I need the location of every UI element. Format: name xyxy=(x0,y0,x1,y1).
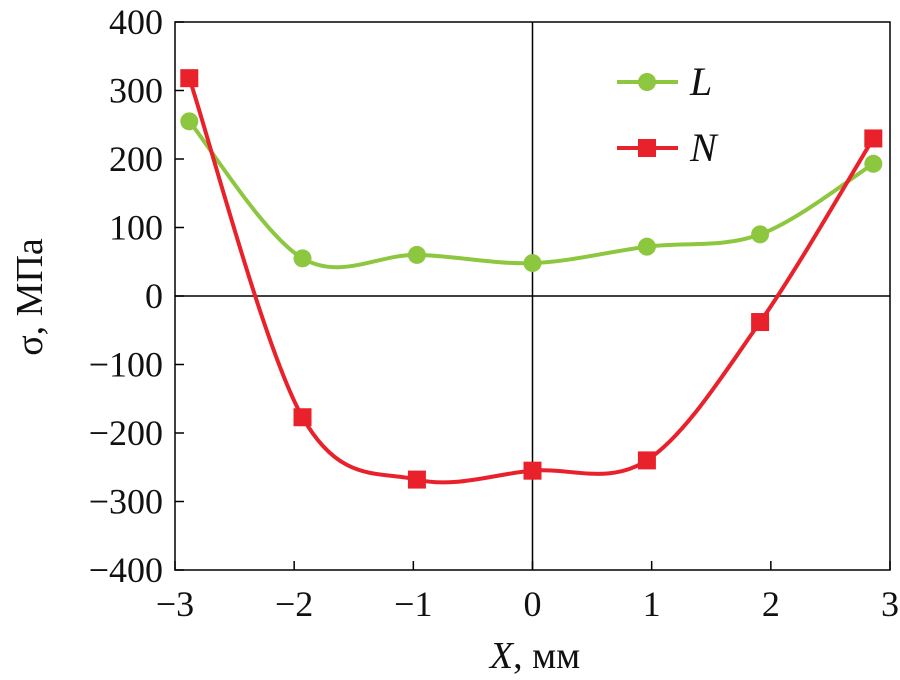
x-tick-label: 1 xyxy=(643,584,661,624)
series-l-point xyxy=(751,225,770,244)
x-tick-label: 2 xyxy=(762,584,780,624)
y-tick-label: 0 xyxy=(145,276,163,316)
y-axis-label: σ, МПа xyxy=(9,238,51,356)
series-l-point xyxy=(864,154,883,173)
series-n-point xyxy=(637,451,656,470)
legend-l-marker xyxy=(638,73,656,91)
series-n-point xyxy=(523,461,542,480)
series-markers xyxy=(180,69,883,489)
series-lines xyxy=(187,76,876,485)
y-tick-label: 300 xyxy=(109,71,163,111)
x-tick-label: −1 xyxy=(394,584,432,624)
series-l-point xyxy=(293,249,312,268)
series-l-point xyxy=(407,245,426,264)
series-l-point xyxy=(637,237,656,256)
series-n-point xyxy=(864,129,883,148)
x-axis-unit: , мм xyxy=(513,635,580,677)
y-tick-label: −300 xyxy=(89,482,163,522)
series-l-point xyxy=(180,112,199,131)
x-tick-label: 0 xyxy=(524,584,542,624)
x-tick-label: −2 xyxy=(275,584,313,624)
x-axis-variable: X xyxy=(488,635,515,677)
y-tick-label: −100 xyxy=(89,345,163,385)
series-l-point xyxy=(523,254,542,273)
legend-n-marker xyxy=(638,139,656,157)
legend-n-label: N xyxy=(689,125,719,170)
series-n-point xyxy=(751,313,770,332)
series-n-point xyxy=(407,470,426,489)
series-l-line xyxy=(187,119,876,270)
legend-l-label: L xyxy=(689,59,712,104)
series-n-point xyxy=(293,408,312,427)
x-tick-label: 3 xyxy=(881,584,899,624)
x-tick-label: −3 xyxy=(156,584,194,624)
y-tick-label: 400 xyxy=(109,2,163,42)
x-axis-label: X, мм xyxy=(488,635,580,677)
series-n-line xyxy=(187,76,876,485)
y-tick-label: −200 xyxy=(89,413,163,453)
zero-lines xyxy=(175,22,890,570)
y-tick-label: −400 xyxy=(89,550,163,590)
axis-ticks: 400 300 200 100 0 −100 −200 −300 −400−3 −2 −1 0 1 2 3 xyxy=(89,2,899,624)
legend: LN xyxy=(617,59,719,170)
series-n-point xyxy=(180,69,199,88)
y-tick-label: 200 xyxy=(109,139,163,179)
y-tick-label: 100 xyxy=(109,208,163,248)
